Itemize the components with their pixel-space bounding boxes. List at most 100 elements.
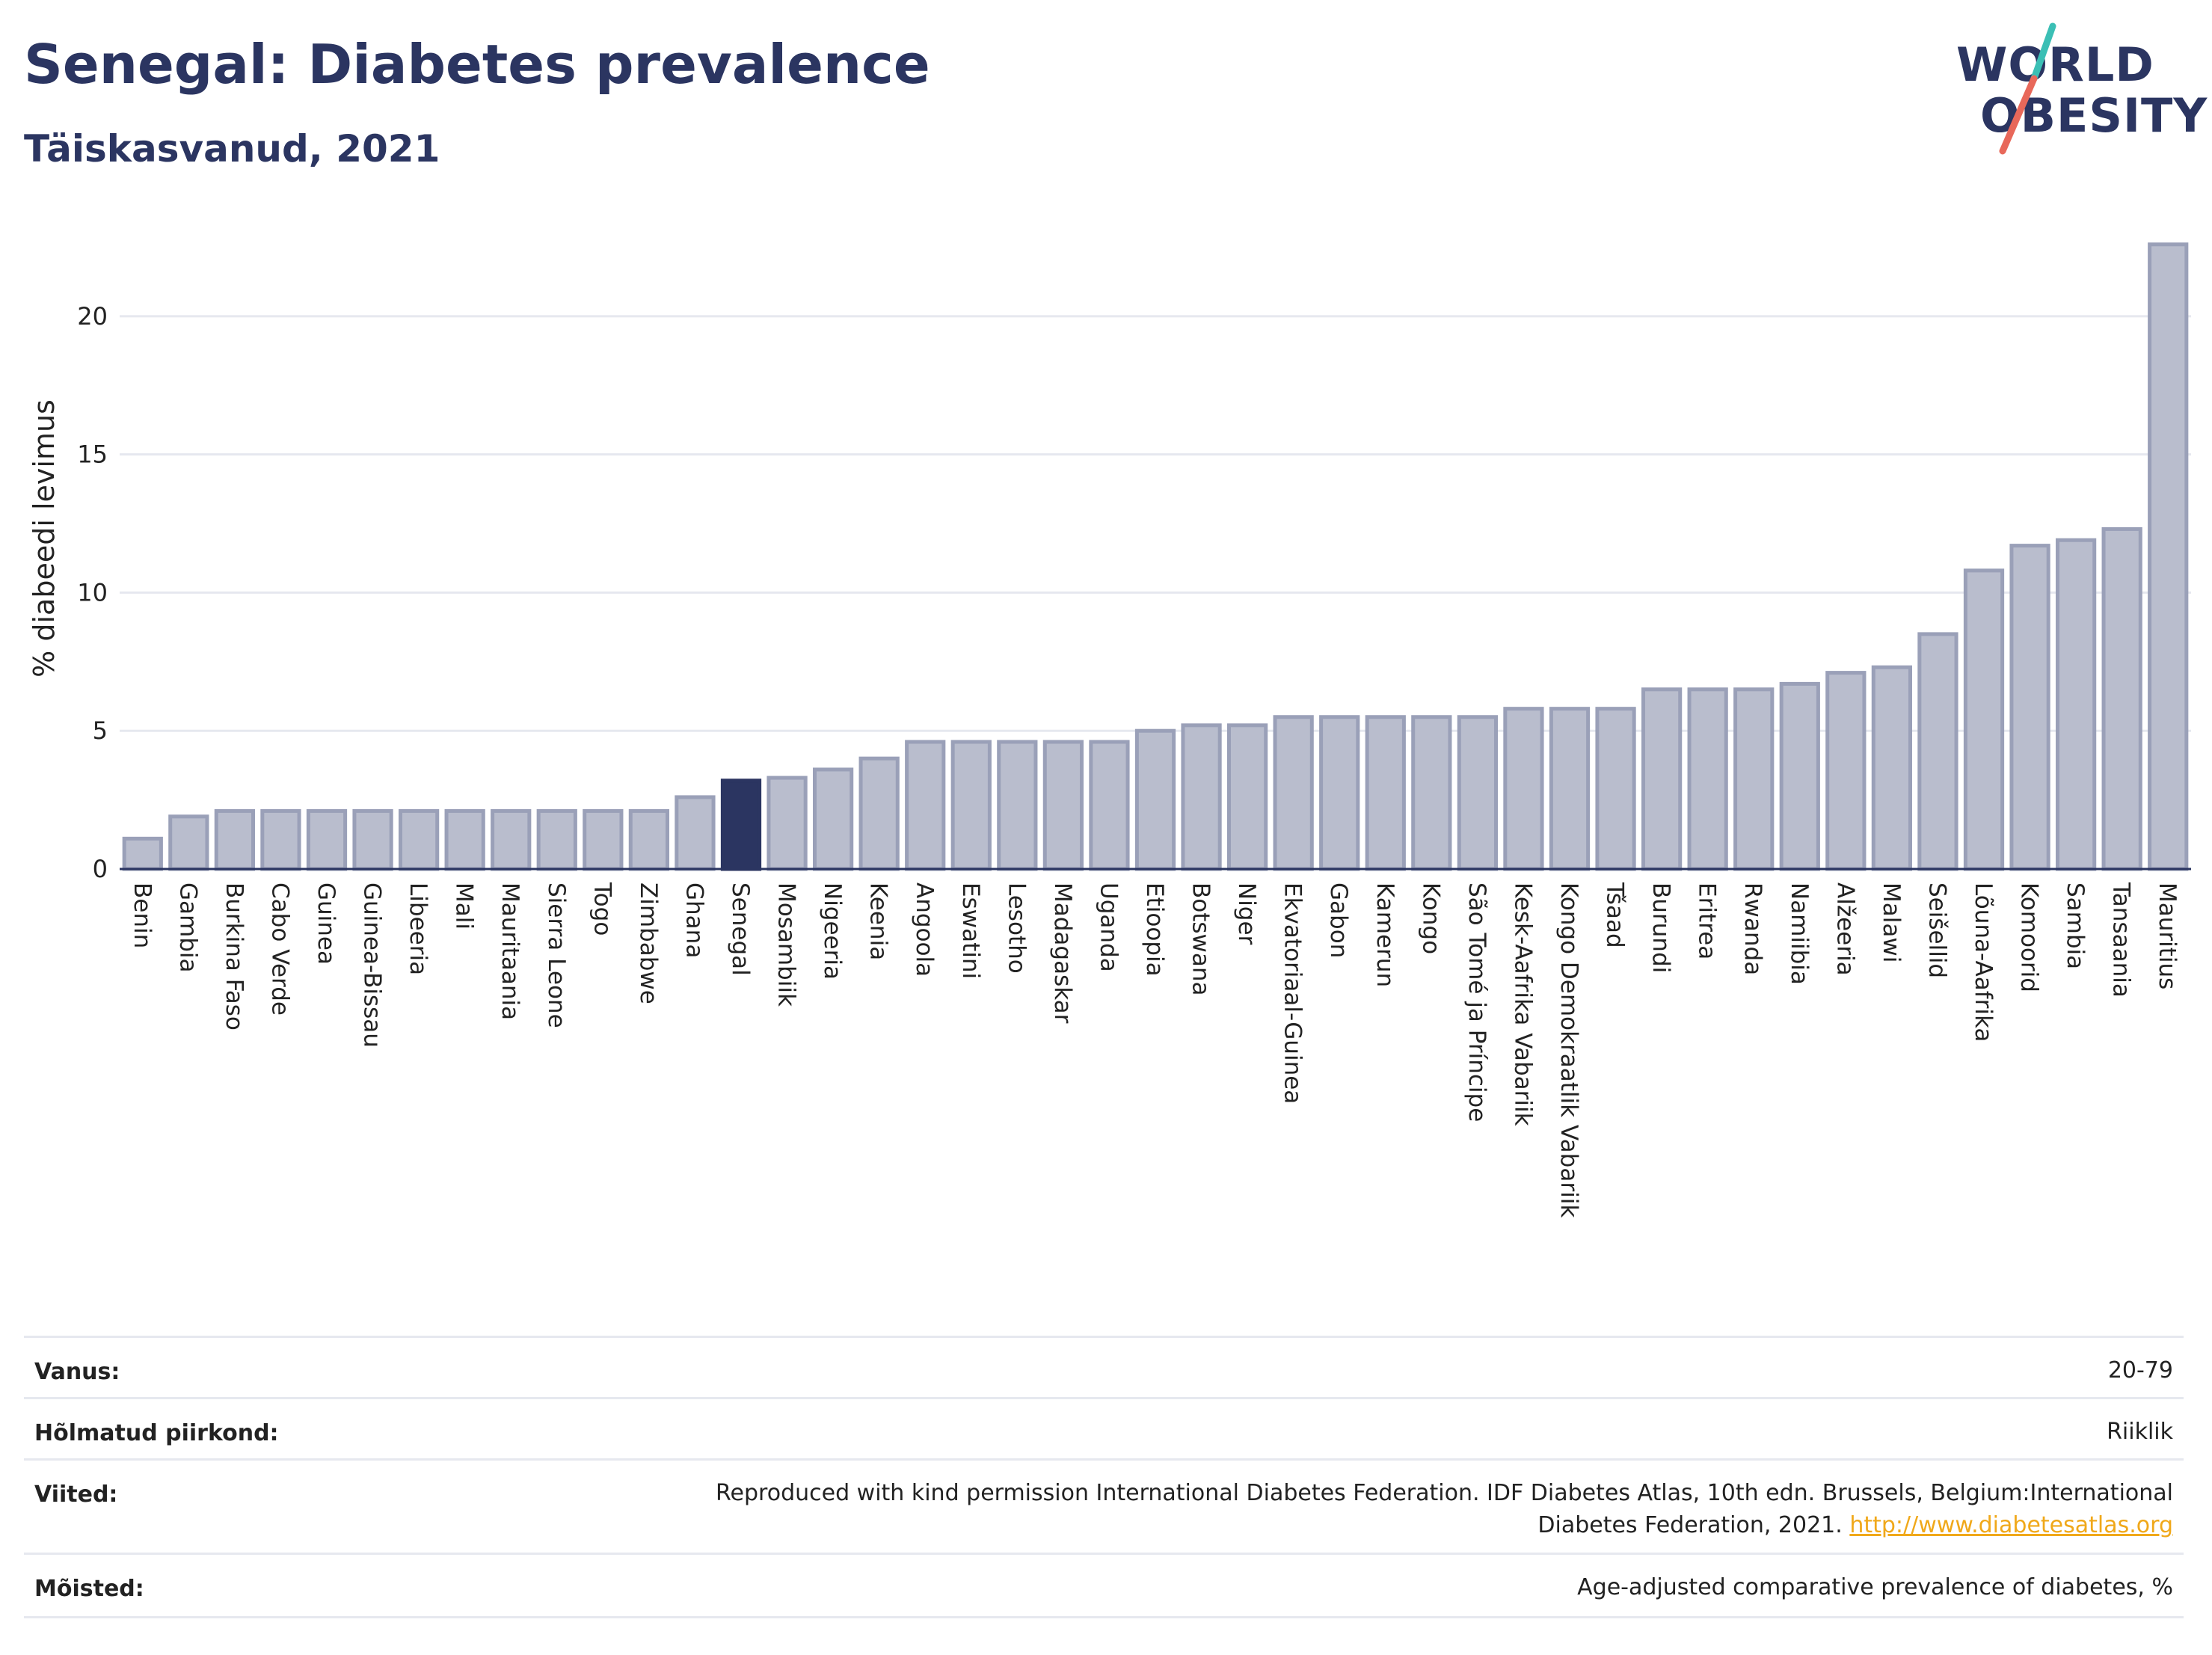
y-axis-title: % diabeedi levimus [28,399,61,678]
x-tick-label: Tansaania [2108,882,2135,998]
x-tick-label: Gabon [1325,882,1352,958]
x-tick-label: Burundi [1647,882,1674,973]
x-tick-label: Guinea [313,882,340,965]
x-tick-label: Guinea-Bissau [359,882,386,1048]
bar [1273,715,1314,871]
x-tick-label: Kongo [1417,882,1444,954]
bar [1089,740,1130,871]
bars [120,242,2191,871]
x-tick-label: Mauritaania [497,882,523,1020]
bar [1365,715,1406,871]
x-tick-label: Keenia [865,882,892,960]
bar [168,814,209,871]
bar [1595,707,1636,871]
y-tick-label: 15 [77,440,108,469]
x-tick-label: Ghana [681,882,707,958]
bar [1963,568,2005,871]
y-tick-label: 20 [77,302,108,331]
bar [1917,632,1958,871]
x-tick-label: Eswatini [957,882,984,979]
bar [352,808,393,871]
meta-row-age: Vanus: 20-79 [24,1336,2184,1399]
x-tick-label: Alžeeria [1831,882,1858,976]
meta-row-region: Hõlmatud piirkond: Riiklik [24,1397,2184,1461]
bar [1319,715,1360,871]
x-tick-label: Nigeeria [819,882,846,980]
logo-slash-icon [1999,22,2056,155]
bar [1042,740,1084,871]
meta-key: Vanus: [34,1359,120,1385]
x-tick-label: Gambia [174,882,201,973]
bar [122,836,163,871]
bar [1779,681,1820,871]
x-tick-label: Togo [589,882,615,936]
x-tick-label: Uganda [1095,882,1122,972]
bar [1181,723,1222,871]
x-tick-label: Kongo Demokraatlik Vabariik [1555,882,1582,1218]
y-tick-label: 0 [93,855,108,883]
x-tick-label: Komoorid [2016,882,2043,992]
x-tick-label: Zimbabwe [635,882,662,1004]
x-tick-label: Mali [451,882,478,930]
bar [2101,526,2142,871]
bar [1411,715,1452,871]
bar [444,808,485,871]
x-tick-label: Mosambiik [773,882,800,1007]
meta-row-definitions: Mõisted: Age-adjusted comparative preval… [24,1553,2184,1618]
x-tick-label: Seišellid [1923,882,1950,978]
bar [260,808,301,871]
x-tick-label: Niger [1233,882,1260,945]
x-tick-label: Kamerun [1371,882,1398,987]
meta-value: Riiklik [2107,1419,2173,1445]
y-tick-label: 5 [93,716,108,745]
bar [214,808,256,871]
x-tick-label: Madagaskar [1049,882,1076,1024]
bar [1457,715,1499,871]
bar [1825,671,1867,871]
bar [1687,687,1728,871]
bar [766,776,808,871]
bar [858,756,900,871]
x-tick-label: Sierra Leone [543,882,570,1028]
bar [675,795,716,871]
x-tick-label: Libeeria [405,882,431,975]
reference-link[interactable]: http://www.diabetesatlas.org [1849,1512,2173,1538]
x-tick-label: Mauritius [2154,882,2181,989]
x-tick-label: Angoola [911,882,938,977]
meta-key: Hõlmatud piirkond: [34,1420,279,1446]
bar [1549,707,1591,871]
meta-value: 20-79 [2107,1357,2173,1384]
meta-row-references: Viited: Reproduced with kind permission … [24,1458,2184,1555]
x-tick-label: Benin [129,882,156,948]
meta-key: Viited: [34,1481,118,1508]
reference-text-line1: Reproduced with kind permission Internat… [716,1480,2173,1506]
reference-text-line2: Diabetes Federation, 2021. [1537,1512,1850,1538]
bar [950,740,992,871]
x-tick-label: Lesotho [1003,882,1030,974]
bar [1503,707,1544,871]
x-tick-label: Senegal [727,882,754,976]
bar [1641,687,1683,871]
x-tick-label: São Tomé ja Príncipe [1463,882,1490,1122]
x-tick-label: Lõuna-Aafrika [1970,882,1997,1042]
x-tick-label: Eritrea [1694,882,1721,959]
world-obesity-logo: WORLD OBESITY [1944,22,2207,157]
bar [491,808,532,871]
x-tick-label: Botswana [1188,882,1214,996]
x-tick-label: Etioopia [1141,882,1168,977]
meta-key: Mõisted: [34,1576,144,1602]
meta-value: Reproduced with kind permission Internat… [716,1477,2173,1541]
bar [1134,728,1176,871]
x-tick-label: Tšaad [1602,882,1629,948]
x-tick-label: Malawi [1878,882,1905,962]
bar [583,808,624,871]
chart-title: Senegal: Diabetes prevalence [24,33,930,96]
chart-subtitle: Täiskasvanud, 2021 [24,127,440,171]
bar-chart: 0 5 10 15 20 Benin Gambia Burkina Faso Cabo Ver… [28,242,2191,1218]
logo-line1: WORLD [1956,37,2154,92]
bar [536,808,577,871]
x-tick-label: Rwanda [1739,882,1766,975]
x-tick-label: Kesk-Aafrika Vabariik [1509,882,1536,1126]
x-tick-label: Ekvatoriaal-Guinea [1279,882,1306,1104]
bar [997,740,1038,871]
